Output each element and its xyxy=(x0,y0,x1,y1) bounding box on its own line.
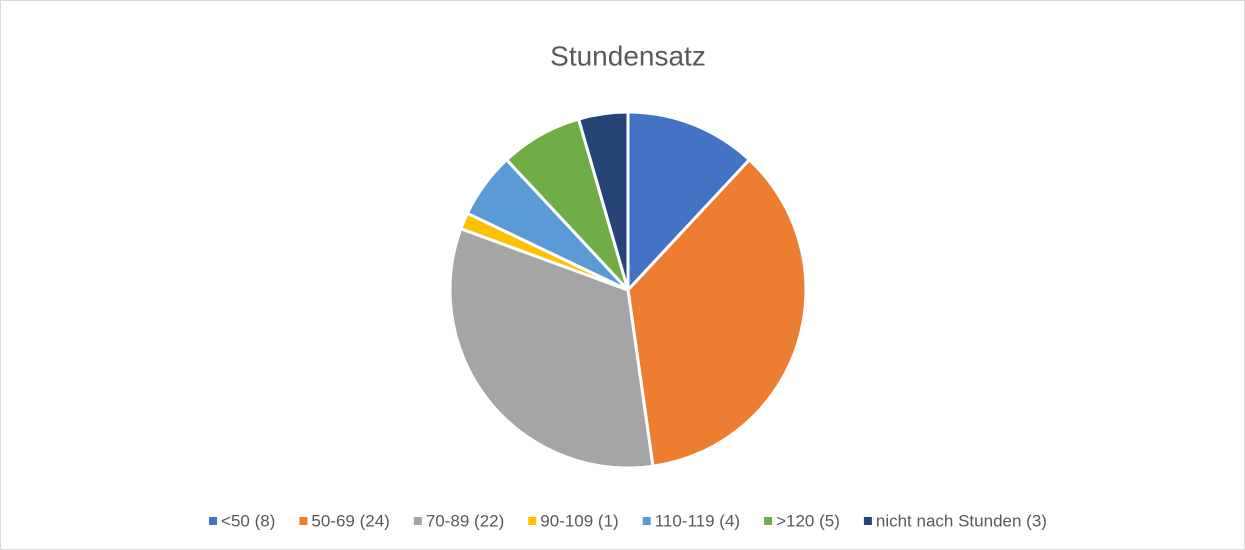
legend-label: >120 (5) xyxy=(776,511,840,530)
legend-label: 90-109 (1) xyxy=(540,511,618,530)
legend-swatch xyxy=(642,517,651,525)
legend-label: 70-89 (22) xyxy=(426,511,504,530)
pie-slice xyxy=(626,157,808,468)
legend-label: 110-119 (4) xyxy=(655,511,740,530)
legend-swatch xyxy=(764,517,773,525)
legend-swatch xyxy=(413,517,422,525)
legend-swatch xyxy=(528,517,537,525)
legend-swatch xyxy=(863,517,872,525)
pie-slice xyxy=(626,110,752,294)
legend-swatch xyxy=(209,517,218,525)
legend-label: nicht nach Stunden (3) xyxy=(876,511,1047,530)
legend-swatch xyxy=(299,517,308,525)
chart-title: Stundensatz xyxy=(550,40,706,71)
pie-slice xyxy=(448,226,655,470)
legend-label: <50 (8) xyxy=(221,511,275,530)
pie-slice xyxy=(576,110,630,291)
legend-label: 50-69 (24) xyxy=(311,511,389,530)
